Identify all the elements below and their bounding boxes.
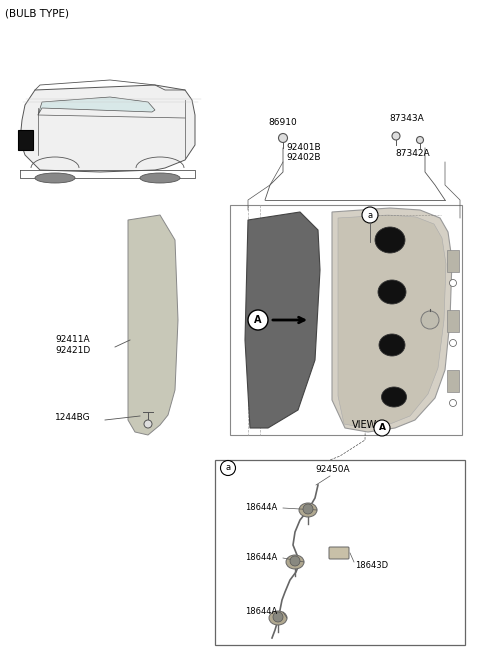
Text: 92421D: 92421D — [55, 346, 90, 355]
FancyBboxPatch shape — [329, 547, 349, 559]
Circle shape — [248, 310, 268, 330]
Circle shape — [449, 279, 456, 287]
Circle shape — [417, 136, 423, 144]
Ellipse shape — [378, 280, 406, 304]
Text: VIEW: VIEW — [352, 420, 377, 430]
Text: 92402B: 92402B — [286, 153, 321, 162]
Circle shape — [273, 612, 283, 622]
Text: a: a — [226, 464, 230, 472]
Ellipse shape — [269, 611, 287, 625]
Ellipse shape — [140, 173, 180, 183]
Bar — [447, 310, 459, 332]
Circle shape — [392, 132, 400, 140]
Text: 86910: 86910 — [269, 118, 298, 127]
Text: 18644A: 18644A — [245, 554, 277, 562]
Text: 92401B: 92401B — [286, 143, 321, 152]
Circle shape — [144, 420, 152, 428]
Polygon shape — [332, 208, 452, 432]
Text: A: A — [379, 424, 385, 432]
Text: a: a — [367, 211, 372, 220]
Polygon shape — [20, 85, 195, 172]
Bar — [215, 460, 465, 645]
Text: 87342A: 87342A — [395, 149, 430, 158]
Bar — [447, 370, 459, 392]
Ellipse shape — [286, 555, 304, 569]
Polygon shape — [38, 97, 155, 115]
Ellipse shape — [375, 227, 405, 253]
Circle shape — [290, 556, 300, 566]
Circle shape — [220, 461, 236, 476]
Text: 92411A: 92411A — [55, 335, 90, 344]
Circle shape — [421, 311, 439, 329]
Bar — [447, 250, 459, 272]
Circle shape — [303, 504, 313, 514]
Circle shape — [362, 207, 378, 223]
Circle shape — [449, 340, 456, 346]
Polygon shape — [245, 212, 320, 428]
Polygon shape — [128, 215, 178, 435]
Circle shape — [278, 134, 288, 142]
Text: 18644A: 18644A — [245, 607, 277, 617]
Bar — [18, 130, 33, 150]
Ellipse shape — [35, 173, 75, 183]
Text: 87343A: 87343A — [390, 114, 424, 123]
Ellipse shape — [299, 503, 317, 517]
Bar — [230, 205, 462, 435]
Text: 92450A: 92450A — [315, 465, 349, 474]
Text: (BULB TYPE): (BULB TYPE) — [5, 8, 69, 18]
Polygon shape — [338, 215, 446, 428]
Ellipse shape — [379, 334, 405, 356]
Ellipse shape — [382, 387, 407, 407]
Text: 18643D: 18643D — [355, 560, 388, 569]
Text: 1244BG: 1244BG — [55, 413, 91, 422]
Text: 18644A: 18644A — [245, 504, 277, 512]
Circle shape — [449, 400, 456, 407]
Circle shape — [374, 420, 390, 436]
Text: A: A — [254, 315, 262, 325]
